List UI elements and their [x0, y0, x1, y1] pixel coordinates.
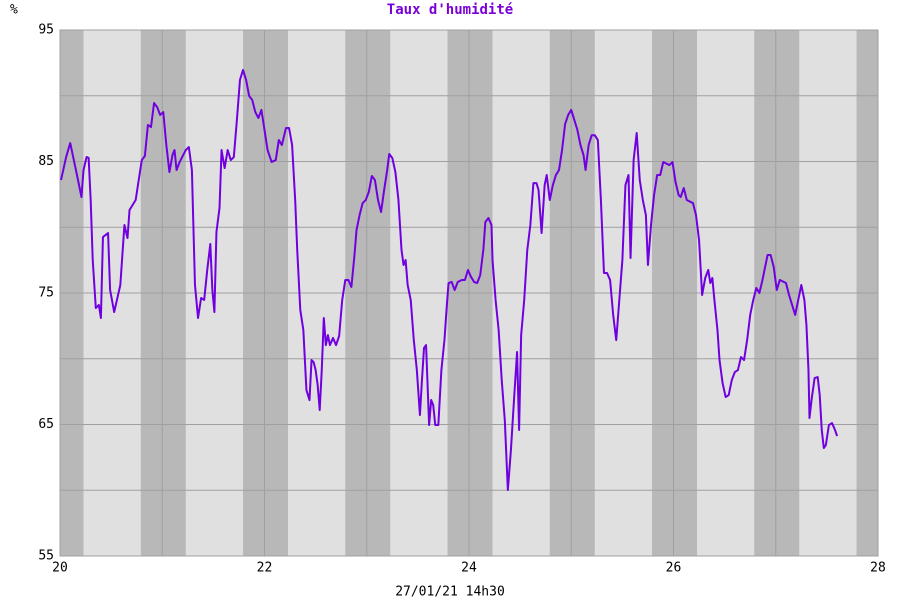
x-axis-label: 27/01/21 14h30	[395, 585, 505, 600]
y-tick-label: 55	[38, 549, 54, 564]
plot-frame	[59, 29, 879, 557]
y-tick-label: 65	[38, 417, 54, 432]
x-tick-label: 24	[461, 561, 477, 576]
x-tick-label: 26	[666, 561, 682, 576]
y-tick-label: 95	[38, 23, 54, 38]
chart-title: Taux d'humidité	[387, 2, 513, 18]
x-tick-label: 28	[870, 561, 886, 576]
data-line	[60, 68, 839, 491]
y-tick-label: 85	[38, 154, 54, 169]
y-axis-label: %	[10, 3, 18, 18]
x-tick-label: 20	[52, 561, 68, 576]
y-tick-label: 75	[38, 286, 54, 301]
x-tick-label: 22	[257, 561, 273, 576]
